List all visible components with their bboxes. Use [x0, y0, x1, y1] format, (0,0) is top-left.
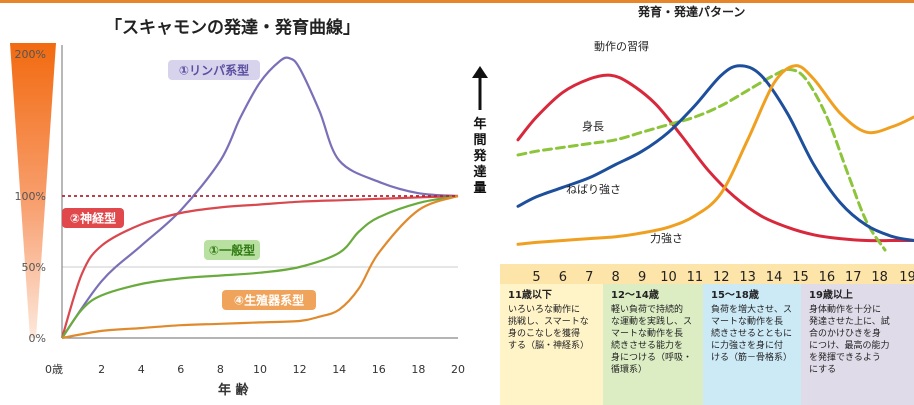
age-tick-label: 6	[559, 270, 567, 285]
age-box-text: 身体動作を十分に 発達させた上に、試 合のかけひきを身 につけ、最高の能力 を発…	[809, 305, 890, 375]
top-accent-line	[0, 0, 914, 3]
age-box-title: 15～18歳	[711, 290, 759, 301]
pattern-line-3	[516, 64, 914, 242]
age-tick-label: 17	[845, 270, 862, 285]
right-series-group	[516, 64, 914, 252]
pattern-line-2	[516, 67, 887, 252]
left-x-axis-label: 年 齢	[218, 382, 250, 398]
age-tick-label: 15	[792, 270, 809, 285]
series-line-2	[60, 194, 459, 339]
y-label-char: 間	[473, 133, 486, 148]
age-box-text: 軽い負荷で持続的 な運動を実践し、ス マートな動作を長 続きさせる能力を 身につ…	[611, 305, 693, 375]
series-label-4: ④生殖器系型	[222, 290, 316, 310]
svg-text:①一般型: ①一般型	[209, 243, 255, 258]
x-tick-label: 16	[372, 363, 386, 376]
left-series-group	[60, 56, 459, 340]
x-tick-label: 6	[177, 363, 184, 376]
svg-text:②神経型: ②神経型	[70, 211, 116, 226]
age-tick-label: 16	[819, 270, 836, 285]
age-box-text: 負荷を増大させ、ス マートな動作を長 続きさせるとともに に力強さを身に付 ける…	[711, 305, 793, 363]
age-tick-label: 7	[585, 270, 593, 285]
right-tick-band	[500, 264, 914, 286]
series-line-4	[61, 194, 459, 340]
x-tick-label: 18	[411, 363, 425, 376]
age-tick-label: 14	[766, 270, 783, 285]
age-tick-label: 8	[612, 270, 620, 285]
svg-text:①リンパ系型: ①リンパ系型	[179, 63, 249, 78]
age-tick-label: 12	[713, 270, 730, 285]
x-tick-label: 0歳	[45, 363, 63, 376]
left-series-labels: ①リンパ系型 ②神経型 ①一般型 ④生殖器系型	[62, 60, 316, 310]
growth-arrow-gradient	[10, 43, 56, 338]
right-plot-area	[518, 33, 914, 264]
series-label-1: ①リンパ系型	[168, 60, 260, 80]
y-tick-label: 200%	[15, 48, 46, 61]
pattern-line-4	[516, 64, 914, 246]
y-tick-label: 100%	[15, 190, 46, 203]
y-tick-label: 0%	[29, 332, 46, 345]
series-label-3: ①一般型	[204, 240, 260, 260]
y-label-char: 年	[473, 116, 486, 132]
y-tick-label: 50%	[22, 261, 46, 274]
pattern-label-2: 身長	[582, 119, 604, 133]
age-tick-label: 13	[739, 270, 756, 285]
x-tick-label: 20	[451, 363, 465, 376]
right-tick-labels: 5 6 7 8 9 10 11 12 13 14 15 16 17 18 19歳	[532, 270, 914, 285]
age-box-15-18: 15～18歳 負荷を増大させ、ス マートな動作を長 続きさせるとともに に力強さ…	[703, 284, 801, 405]
y-label-char: 量	[473, 181, 486, 196]
age-tick-label: 5	[532, 270, 540, 285]
series-line-1	[61, 56, 459, 339]
age-box-under-11: 11歳以下 いろいろな動作に 挑戦し、スマートな 身のこなしを獲得 する（脳・神…	[500, 284, 603, 405]
pattern-line-1	[516, 73, 914, 243]
pattern-label-3: ねばり強さ	[566, 183, 621, 196]
age-tick-label: 11	[687, 270, 704, 285]
series-label-2: ②神経型	[62, 208, 124, 228]
x-tick-label: 10	[253, 363, 267, 376]
x-tick-label: 4	[138, 363, 145, 376]
age-box-19-plus: 19歳以上 身体動作を十分に 発達させた上に、試 合のかけひきを身 につけ、最高…	[801, 284, 914, 405]
y-label-char: 達	[473, 164, 486, 180]
age-box-title: 19歳以上	[809, 290, 853, 301]
x-tick-label: 2	[98, 363, 105, 376]
age-box-title: 11歳以下	[508, 290, 552, 301]
x-tick-label: 14	[332, 363, 346, 376]
age-tick-label: 18	[871, 270, 888, 285]
left-tick-labels: 0歳 2 4 6 8 10 12 14 16 18 200%50%100%200%	[15, 48, 465, 376]
age-box-12-14: 12～14歳 軽い負荷で持続的 な運動を実践し、ス マートな動作を長 続きさせる…	[603, 284, 703, 405]
age-tick-label: 10	[660, 270, 677, 285]
right-chart-title: 発育・発達パターン	[637, 4, 745, 19]
age-box-text: いろいろな動作に 挑戦し、スマートな 身のこなしを獲得 する（脳・神経系）	[508, 305, 590, 351]
x-tick-label: 12	[293, 363, 307, 376]
age-box-title: 12～14歳	[611, 290, 659, 301]
pattern-label-1: 動作の習得	[594, 39, 649, 53]
age-tick-label: 9	[638, 270, 646, 285]
x-tick-label: 8	[217, 363, 224, 376]
series-line-3	[61, 194, 459, 339]
svg-text:④生殖器系型: ④生殖器系型	[234, 293, 304, 308]
left-axes	[61, 45, 458, 339]
scammon-growth-chart: 「スキャモンの発達・発育曲線」 0歳 2 4 6 8 10 12 14 16 18 200%50%1…	[10, 17, 465, 398]
pattern-label-4: 力強さ	[650, 232, 683, 245]
age-tick-label: 19歳	[899, 270, 914, 285]
y-label-char: 発	[472, 148, 487, 164]
left-chart-title: 「スキャモンの発達・発育曲線」	[105, 17, 360, 38]
